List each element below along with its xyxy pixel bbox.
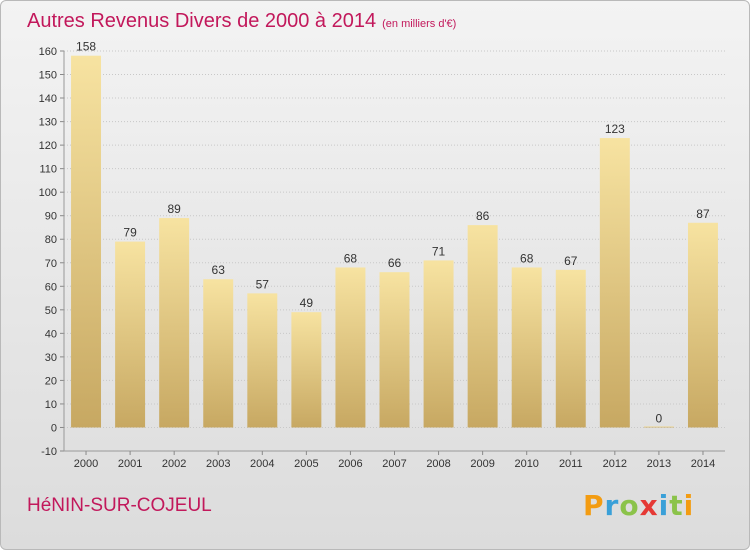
bar-2014 [687,222,718,428]
bar-2003 [203,279,234,428]
x-tick-label: 2000 [74,458,98,470]
value-label: 123 [605,122,625,136]
y-tick-label: 120 [39,140,57,152]
y-tick-label: 70 [45,258,57,270]
y-tick-label: 40 [45,328,57,340]
value-label: 67 [564,254,578,268]
logo-letter: i [658,489,670,522]
y-tick-label: 0 [51,422,57,434]
y-tick-label: -10 [41,446,57,458]
value-label: 63 [212,263,226,277]
y-tick-label: 130 [39,117,57,129]
y-tick-label: 160 [39,46,57,58]
bar-2000 [71,55,102,428]
bar-2006 [335,267,366,428]
bar-2007 [379,272,410,428]
y-tick-label: 30 [45,352,57,364]
value-label: 71 [432,244,446,258]
y-tick-label: 10 [45,399,57,411]
y-tick-label: 50 [45,305,57,317]
x-tick-label: 2013 [647,458,671,470]
chart-title: Autres Revenus Divers de 2000 à 2014 (en … [27,10,456,33]
value-label: 66 [388,256,402,270]
value-label: 68 [344,251,358,265]
axis-layer: -10 0 10 20 30 40 50 60 70 80 90 100 110 120 130 140 150… [39,46,725,470]
logo-letter: o [619,489,640,522]
bar-2004 [247,293,278,428]
x-tick-label: 2002 [162,458,186,470]
x-tick-label: 2005 [294,458,318,470]
logo-letter: P [583,489,605,522]
x-tick-label: 2011 [559,458,583,470]
city-name: HéNIN-SUR-COJEUL [27,495,212,516]
value-label: 0 [656,411,663,425]
y-tick-label: 100 [39,187,57,199]
y-tick-label: 150 [39,70,57,82]
bar-2002 [159,218,190,428]
bar-2005 [291,312,322,428]
y-tick-label: 20 [45,375,57,387]
x-tick-label: 2006 [338,458,362,470]
x-tick-label: 2001 [118,458,142,470]
value-label: 57 [256,277,270,291]
proxiti-logo: Proxiti [583,489,694,522]
logo-letter: i [683,489,695,522]
x-tick-label: 2004 [250,458,274,470]
chart-title-main: Autres Revenus Divers de 2000 à 2014 [27,10,377,32]
y-tick-label: 110 [39,164,57,176]
bar-2001 [115,241,146,428]
x-tick-label: 2014 [691,458,715,470]
x-tick-label: 2003 [206,458,230,470]
value-label: 87 [696,207,710,221]
y-tick-label: 90 [45,211,57,223]
bar-2008 [423,260,454,428]
bar-2011 [555,269,586,428]
x-tick-label: 2010 [514,458,538,470]
chart-title-unit: (en milliers d'€) [382,18,457,30]
bar-layer [71,55,718,428]
bar-2009 [467,225,498,428]
x-tick-label: 2012 [603,458,627,470]
value-label: 49 [300,296,314,310]
x-tick-label: 2007 [382,458,406,470]
label-layer: 158 79 89 63 57 49 68 66 71 86 68 67 123 0 87 [76,40,710,426]
value-label: 89 [167,202,181,216]
logo-letter: t [669,489,684,522]
bar-2010 [511,267,542,428]
logo-letter: r [604,489,620,522]
logo-letter: x [639,489,659,522]
value-label: 86 [476,209,490,223]
y-tick-label: 60 [45,281,57,293]
value-label: 79 [123,226,137,240]
x-tick-label: 2009 [470,458,494,470]
x-tick-label: 2008 [426,458,450,470]
bar-2013 [643,426,674,428]
bar-2012 [599,138,630,428]
value-label: 158 [76,40,96,54]
y-tick-label: 80 [45,234,57,246]
y-tick-label: 140 [39,93,57,105]
value-label: 68 [520,251,534,265]
